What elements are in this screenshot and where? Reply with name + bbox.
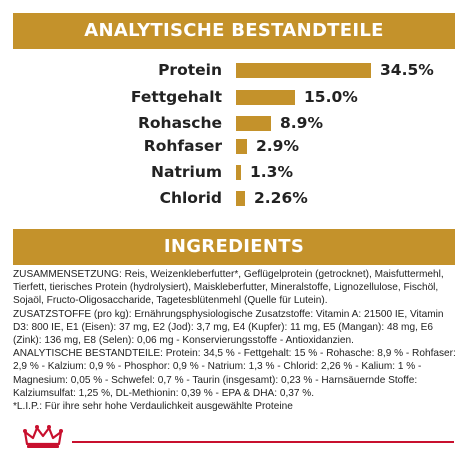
nutrient-row-rohasche: Rohasche 8.9%	[0, 110, 470, 137]
additives-text: ZUSATZSTOFFE (pro kg): Ernährungsphysiol…	[13, 308, 444, 347]
nutrient-bar	[236, 90, 295, 105]
nutrient-bar	[236, 116, 271, 131]
crown-logo-icon	[23, 425, 63, 448]
nutrient-row-chlorid: Chlorid 2.26%	[0, 185, 470, 212]
nutrient-label: Chlorid	[159, 189, 222, 207]
nutrient-row-protein: Protein 34.5%	[0, 57, 470, 84]
analysis-header: ANALYTISCHE BESTANDTEILE	[13, 13, 455, 49]
ingredients-text: ZUSAMMENSETZUNG: Reis, Weizenkleberfutte…	[13, 268, 459, 413]
ingredients-header: INGREDIENTS	[13, 229, 455, 265]
nutrient-bar	[236, 139, 247, 154]
nutrient-value: 2.26%	[254, 189, 308, 207]
nutrient-value: 2.9%	[256, 137, 299, 155]
nutrient-row-natrium: Natrium 1.3%	[0, 159, 470, 186]
nutrient-value: 34.5%	[380, 61, 434, 79]
nutrient-bar	[236, 191, 245, 206]
nutrient-value: 1.3%	[250, 163, 293, 181]
footer-divider	[72, 441, 454, 443]
nutrient-label: Rohfaser	[143, 137, 222, 155]
analytical-text: ANALYTISCHE BESTANDTEILE: Protein: 34,5 …	[13, 348, 456, 399]
nutrient-row-rohfaser: Rohfaser 2.9%	[0, 133, 470, 160]
nutrient-label: Natrium	[151, 163, 222, 181]
footnote-text: *L.I.P.: Für ihre sehr hohe Verdaulichke…	[13, 401, 293, 413]
nutrient-label: Protein	[158, 61, 222, 79]
nutrient-bar	[236, 165, 241, 180]
nutrient-label: Fettgehalt	[130, 88, 222, 106]
nutrient-bar	[236, 63, 371, 78]
nutrient-value: 8.9%	[280, 114, 323, 132]
composition-text: ZUSAMMENSETZUNG: Reis, Weizenkleberfutte…	[13, 269, 444, 307]
crown-shape	[23, 426, 63, 446]
nutrient-value: 15.0%	[304, 88, 358, 106]
nutrient-row-fettgehalt: Fettgehalt 15.0%	[0, 84, 470, 111]
nutrient-label: Rohasche	[137, 114, 222, 132]
